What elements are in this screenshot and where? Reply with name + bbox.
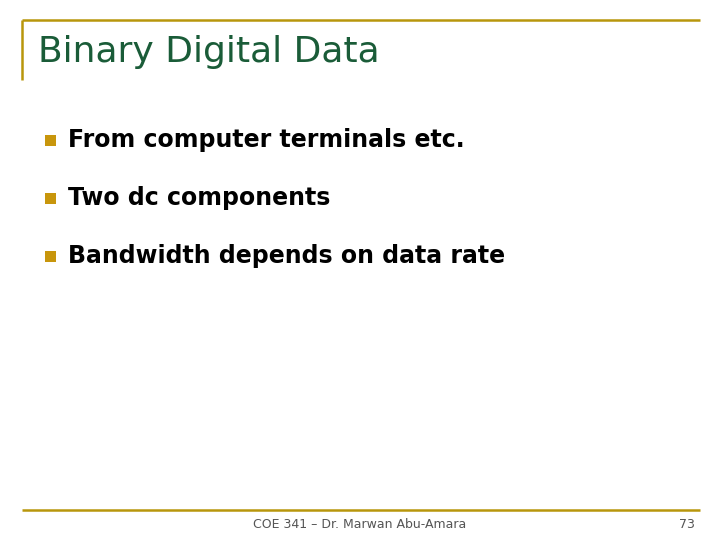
Text: 73: 73 — [679, 517, 695, 530]
Bar — [45, 251, 56, 261]
Bar — [45, 192, 56, 204]
Bar — [45, 134, 56, 145]
Text: Two dc components: Two dc components — [68, 186, 330, 210]
Text: COE 341 – Dr. Marwan Abu-Amara: COE 341 – Dr. Marwan Abu-Amara — [253, 517, 467, 530]
Text: From computer terminals etc.: From computer terminals etc. — [68, 128, 464, 152]
Text: Bandwidth depends on data rate: Bandwidth depends on data rate — [68, 244, 505, 268]
Text: Binary Digital Data: Binary Digital Data — [38, 35, 379, 69]
